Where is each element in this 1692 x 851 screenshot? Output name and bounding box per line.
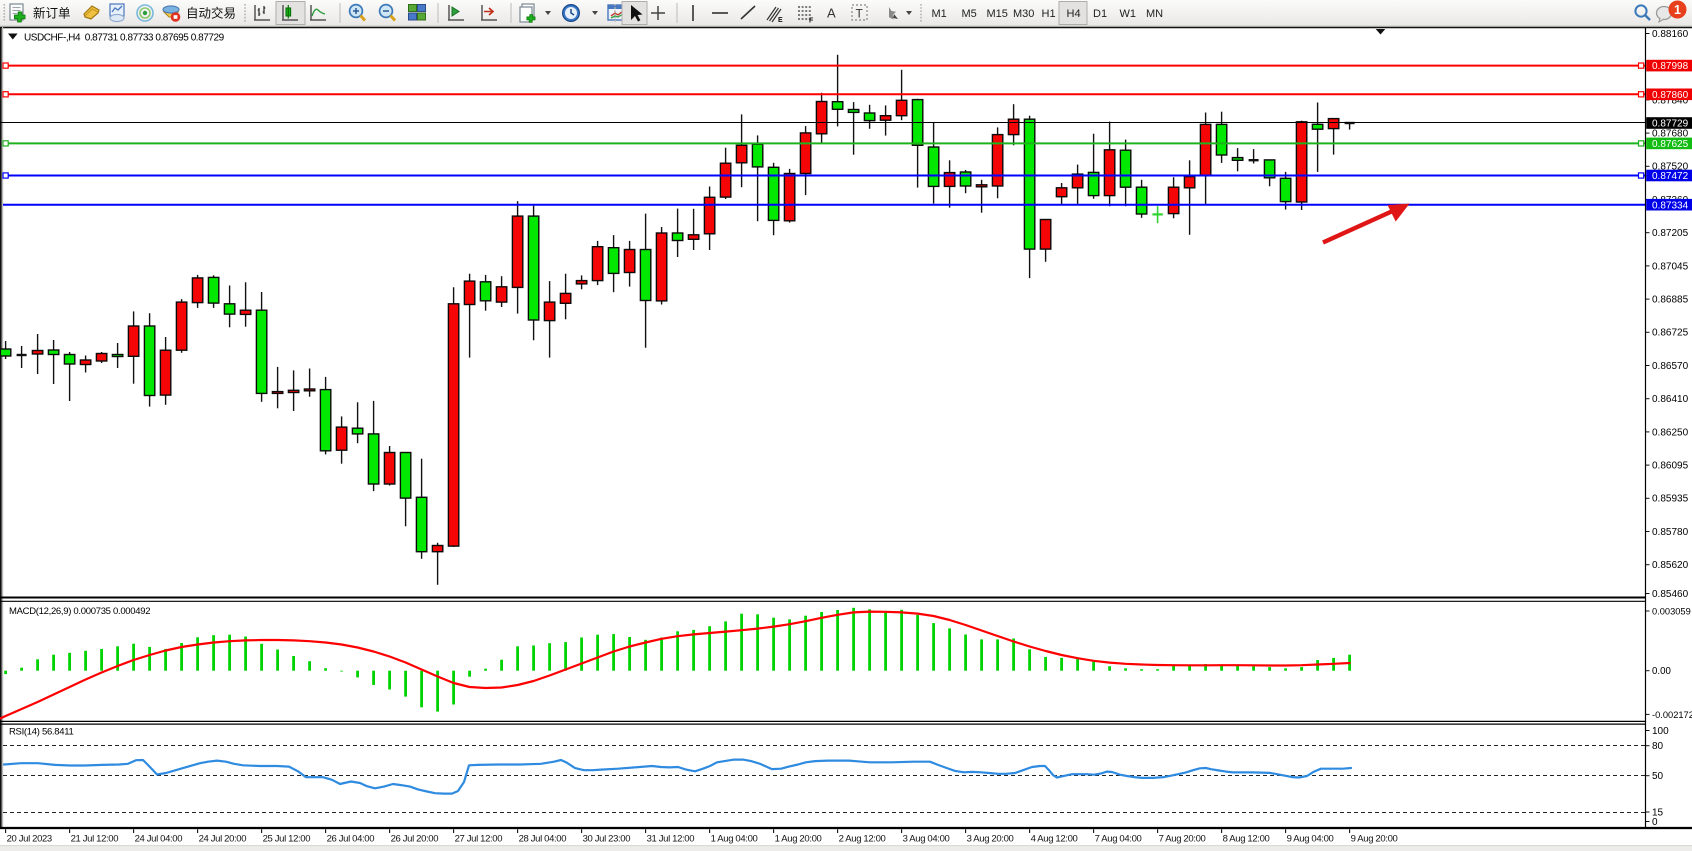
- svg-text:0.86725: 0.86725: [1652, 328, 1689, 339]
- svg-text:9 Aug 20:00: 9 Aug 20:00: [1351, 834, 1398, 845]
- svg-text:0.85780: 0.85780: [1652, 527, 1689, 538]
- svg-text:0.87520: 0.87520: [1652, 162, 1689, 173]
- svg-text:M15: M15: [987, 8, 1008, 20]
- svg-text:0.87334: 0.87334: [1652, 200, 1689, 211]
- svg-text:0.87205: 0.87205: [1652, 228, 1689, 239]
- svg-text:-0.002172: -0.002172: [1652, 710, 1692, 720]
- svg-text:M5: M5: [962, 8, 977, 20]
- svg-text:自动交易: 自动交易: [186, 6, 236, 21]
- svg-text:0.00: 0.00: [1652, 666, 1671, 677]
- svg-text:T: T: [856, 7, 864, 21]
- svg-text:0.86250: 0.86250: [1652, 427, 1689, 438]
- svg-text:F: F: [809, 18, 814, 25]
- svg-text:0.87625: 0.87625: [1652, 139, 1689, 150]
- svg-text:M30: M30: [1013, 8, 1034, 20]
- svg-text:1 Aug 04:00: 1 Aug 04:00: [711, 834, 758, 845]
- svg-text:H1: H1: [1042, 8, 1056, 20]
- svg-text:0.87680: 0.87680: [1652, 129, 1689, 140]
- svg-text:MACD(12,26,9) 0.000735 0.00049: MACD(12,26,9) 0.000735 0.000492: [9, 606, 150, 617]
- svg-text:9 Aug 04:00: 9 Aug 04:00: [1287, 834, 1334, 845]
- svg-text:25 Jul 12:00: 25 Jul 12:00: [263, 834, 311, 845]
- svg-text:0.85460: 0.85460: [1652, 589, 1689, 600]
- svg-text:0.003059: 0.003059: [1652, 606, 1691, 616]
- svg-text:M1: M1: [932, 8, 947, 20]
- svg-text:15: 15: [1652, 807, 1664, 818]
- svg-text:0.87729: 0.87729: [1652, 119, 1689, 130]
- svg-text:W1: W1: [1120, 8, 1137, 20]
- svg-text:7 Aug 04:00: 7 Aug 04:00: [1095, 834, 1142, 845]
- svg-text:D1: D1: [1093, 8, 1107, 20]
- svg-text:100: 100: [1652, 726, 1669, 737]
- svg-text:26 Jul 04:00: 26 Jul 04:00: [327, 834, 375, 845]
- svg-text:0.86885: 0.86885: [1652, 295, 1689, 306]
- svg-text:H4: H4: [1067, 8, 1081, 20]
- svg-text:7 Aug 20:00: 7 Aug 20:00: [1159, 834, 1206, 845]
- svg-text:27 Jul 12:00: 27 Jul 12:00: [455, 834, 503, 845]
- svg-text:3 Aug 04:00: 3 Aug 04:00: [903, 834, 950, 845]
- svg-text:31 Jul 12:00: 31 Jul 12:00: [647, 834, 695, 845]
- svg-text:0.86570: 0.86570: [1652, 361, 1689, 372]
- svg-text:0.85935: 0.85935: [1652, 494, 1689, 505]
- svg-text:1: 1: [1674, 3, 1681, 17]
- svg-text:0.87860: 0.87860: [1652, 90, 1689, 101]
- svg-text:28 Jul 04:00: 28 Jul 04:00: [519, 834, 567, 845]
- svg-text:MN: MN: [1146, 8, 1163, 20]
- svg-text:新订单: 新订单: [33, 6, 71, 21]
- svg-text:4 Aug 12:00: 4 Aug 12:00: [1031, 834, 1078, 845]
- svg-text:RSI(14) 56.8411: RSI(14) 56.8411: [9, 727, 74, 738]
- svg-text:E: E: [778, 17, 783, 24]
- svg-text:30 Jul 23:00: 30 Jul 23:00: [583, 834, 631, 845]
- svg-text:0.88160: 0.88160: [1652, 29, 1689, 40]
- svg-text:3 Aug 20:00: 3 Aug 20:00: [967, 834, 1014, 845]
- svg-text:1 Aug 20:00: 1 Aug 20:00: [775, 834, 822, 845]
- svg-text:20 Jul 2023: 20 Jul 2023: [7, 834, 52, 845]
- svg-text:0.87045: 0.87045: [1652, 261, 1689, 272]
- svg-text:24 Jul 20:00: 24 Jul 20:00: [199, 834, 247, 845]
- svg-text:0: 0: [1652, 817, 1658, 828]
- svg-text:2 Aug 12:00: 2 Aug 12:00: [839, 834, 886, 845]
- svg-text:0.86095: 0.86095: [1652, 461, 1689, 472]
- svg-text:0.87998: 0.87998: [1652, 61, 1689, 72]
- svg-text:26 Jul 20:00: 26 Jul 20:00: [391, 834, 439, 845]
- svg-text:50: 50: [1652, 771, 1664, 782]
- svg-text:0.87472: 0.87472: [1652, 171, 1689, 182]
- svg-text:A: A: [827, 6, 836, 21]
- svg-text:80: 80: [1652, 741, 1664, 752]
- svg-text:21 Jul 12:00: 21 Jul 12:00: [71, 834, 119, 845]
- svg-text:USDCHF-,H4 0.87731 0.87733 0.: USDCHF-,H4 0.87731 0.87733 0.87695 0.877…: [24, 33, 225, 44]
- svg-text:24 Jul 04:00: 24 Jul 04:00: [135, 834, 183, 845]
- svg-text:0.85620: 0.85620: [1652, 560, 1689, 571]
- svg-text:0.87840: 0.87840: [1652, 95, 1689, 106]
- svg-text:0.86410: 0.86410: [1652, 394, 1689, 405]
- svg-text:8 Aug 12:00: 8 Aug 12:00: [1223, 834, 1270, 845]
